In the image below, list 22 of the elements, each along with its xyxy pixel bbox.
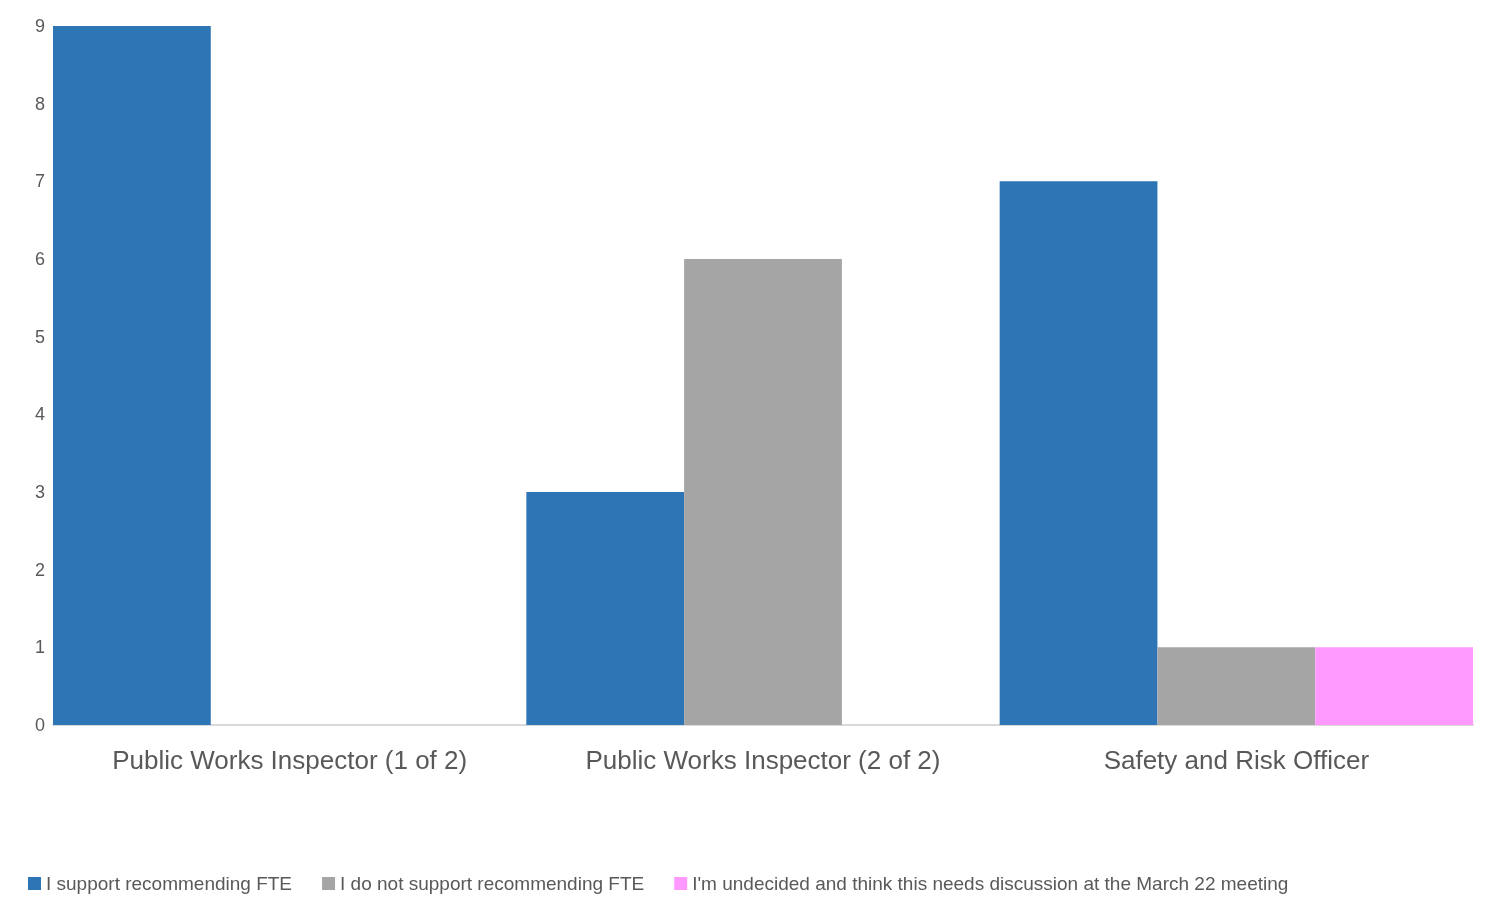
bar <box>53 26 211 725</box>
y-tick-label: 0 <box>34 715 45 735</box>
y-tick-label: 9 <box>34 16 45 36</box>
x-tick-label: Public Works Inspector (1 of 2) <box>112 745 468 775</box>
bar <box>684 259 842 725</box>
y-tick-label: 3 <box>34 482 45 502</box>
x-tick-label: Public Works Inspector (2 of 2) <box>585 745 941 775</box>
y-tick-label: 7 <box>34 171 45 192</box>
y-tick-label: 1 <box>34 637 45 658</box>
legend-label: I support recommending FTE <box>46 873 293 894</box>
bar <box>526 492 685 725</box>
bar <box>1315 647 1473 725</box>
y-tick-label: 2 <box>34 559 45 580</box>
y-tick-label: 6 <box>34 249 45 269</box>
y-tick-label: 8 <box>34 93 45 114</box>
legend-label: I'm undecided and think this needs discussion at the March 22 meeting <box>692 873 1289 894</box>
y-tick-label: 4 <box>34 404 45 425</box>
y-tick-label: 5 <box>34 326 45 347</box>
x-tick-label: Safety and Risk Officer <box>1103 745 1370 775</box>
bar <box>1157 647 1316 725</box>
legend-label: I do not support recommending FTE <box>340 873 645 894</box>
bar <box>999 181 1158 725</box>
